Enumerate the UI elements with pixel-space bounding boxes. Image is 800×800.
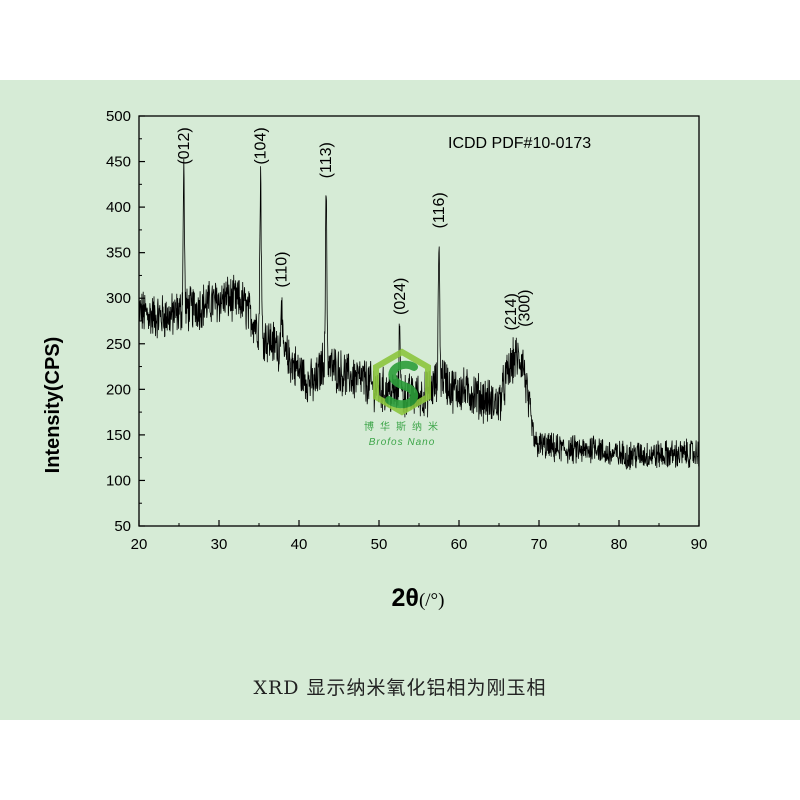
y-tick-label: 300 [106,290,131,307]
peak-label: (300) [517,289,534,326]
logo-chinese-text: 博华斯纳米 [364,420,444,433]
logo-hexagon-icon [373,348,431,416]
peak-label: (214) [503,293,520,330]
x-tick-label: 50 [371,536,388,553]
y-tick-label: 350 [106,245,131,262]
x-tick-label: 90 [691,536,708,553]
y-axis-title: Intensity(CPS) [42,337,64,474]
x-axis-symbol: 2θ [392,584,419,612]
y-tick-label: 450 [106,154,131,171]
x-tick-label: 60 [451,536,468,553]
peak-label: (024) [392,278,409,315]
x-axis-unit: (/°) [419,590,445,611]
y-tick-label: 100 [106,472,131,489]
peak-label: (116) [431,192,448,228]
figure-caption: XRD 显示纳米氧化铝相为刚玉相 [253,677,547,699]
axis-ticks [138,115,700,527]
y-tick-label: 200 [106,381,131,398]
y-tick-label: 400 [106,199,131,216]
peak-label: (110) [273,251,290,287]
figure-panel: 20 30 40 50 60 70 80 90 50 100 150 200 250 300 350 400… [0,80,800,720]
x-axis-title: 2θ(/°) [392,584,445,612]
icdd-annotation: ICDD PDF#10-0173 [448,135,591,152]
x-tick-label: 40 [291,536,308,553]
x-tick-label: 20 [131,536,148,553]
peak-label: (113) [318,142,335,178]
y-tick-label: 250 [106,336,131,353]
brofos-logo-watermark: 博华斯纳米 Brofos Nano [364,348,444,448]
xrd-chart: 20 30 40 50 60 70 80 90 50 100 150 200 250 300 350 400… [42,108,708,612]
plot-frame [138,115,700,527]
x-tick-label: 80 [611,536,628,553]
y-tick-label: 150 [106,427,131,444]
peak-label: (104) [253,127,270,164]
x-tick-label: 30 [211,536,228,553]
y-tick-label: 50 [114,518,131,535]
y-tick-label: 500 [106,108,131,125]
x-tick-label: 70 [531,536,548,553]
logo-s-icon [385,360,419,409]
peak-label: (012) [176,127,193,164]
logo-english-text: Brofos Nano [369,437,436,448]
